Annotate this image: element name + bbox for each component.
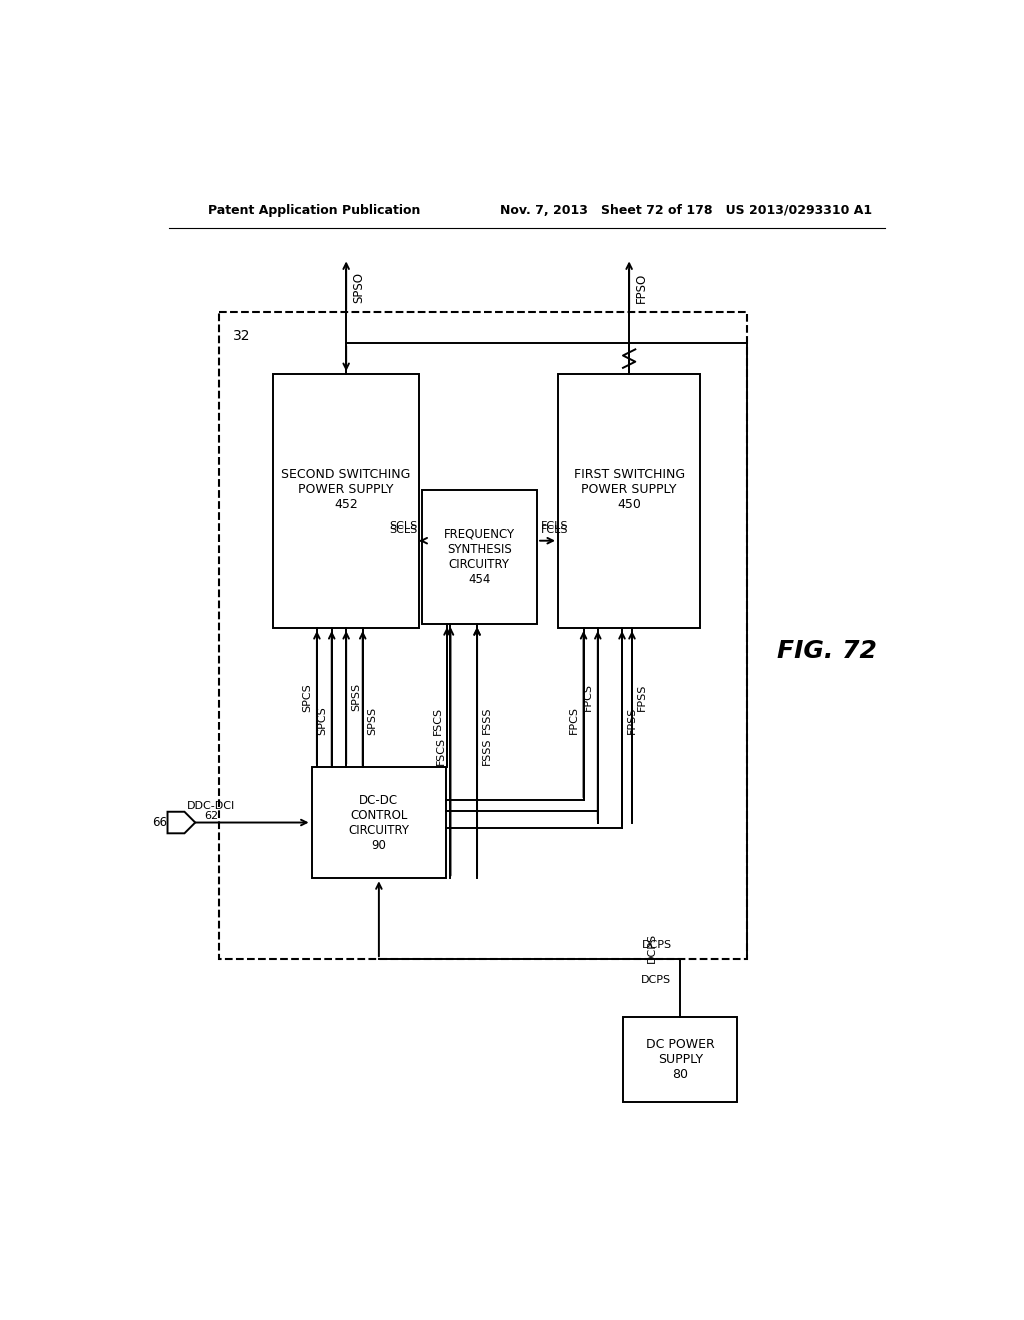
- Bar: [624, 1016, 737, 1102]
- Text: Patent Application Publication: Patent Application Publication: [208, 205, 420, 218]
- Text: SPCS: SPCS: [302, 682, 312, 711]
- Bar: [311, 767, 446, 878]
- Text: FCLS: FCLS: [541, 521, 568, 532]
- Text: SCLS: SCLS: [389, 525, 418, 535]
- Text: SCLS: SCLS: [389, 521, 418, 532]
- Text: DCPS: DCPS: [647, 933, 657, 962]
- Text: DC POWER
SUPPLY
80: DC POWER SUPPLY 80: [646, 1038, 715, 1081]
- Text: FIRST SWITCHING
POWER SUPPLY
450: FIRST SWITCHING POWER SUPPLY 450: [573, 469, 685, 511]
- Bar: [219, 313, 746, 960]
- Text: FPSO: FPSO: [635, 273, 648, 302]
- Text: FPSS: FPSS: [627, 706, 637, 734]
- Text: SPSS: SPSS: [351, 684, 360, 711]
- Text: SECOND SWITCHING
POWER SUPPLY
452: SECOND SWITCHING POWER SUPPLY 452: [282, 469, 411, 511]
- Text: DCPS: DCPS: [642, 940, 673, 950]
- Text: FREQUENCY
SYNTHESIS
CIRCUITRY
454: FREQUENCY SYNTHESIS CIRCUITRY 454: [443, 528, 515, 586]
- Text: SPSS: SPSS: [368, 706, 377, 734]
- Text: FPSS: FPSS: [637, 684, 646, 711]
- Text: DC-DC
CONTROL
CIRCUITRY
90: DC-DC CONTROL CIRCUITRY 90: [348, 793, 410, 851]
- Text: 66: 66: [152, 816, 167, 829]
- Text: FIG. 72: FIG. 72: [777, 639, 878, 663]
- Text: FSSS: FSSS: [481, 738, 492, 766]
- Text: FSCS: FSCS: [432, 706, 442, 734]
- Text: FPCS: FPCS: [569, 706, 579, 734]
- Text: FPCS: FPCS: [584, 684, 593, 711]
- Bar: [558, 374, 700, 628]
- Text: SPSO: SPSO: [352, 272, 366, 304]
- Text: FSCS: FSCS: [436, 738, 445, 766]
- Text: DCPS: DCPS: [641, 974, 671, 985]
- Bar: [273, 374, 419, 628]
- Bar: [422, 490, 538, 624]
- Text: FCLS: FCLS: [541, 525, 568, 535]
- Text: FSSS: FSSS: [481, 706, 492, 734]
- Text: 62: 62: [205, 812, 218, 821]
- Text: DDC-DCI: DDC-DCI: [187, 801, 236, 810]
- Text: 32: 32: [233, 330, 251, 343]
- Text: Nov. 7, 2013   Sheet 72 of 178   US 2013/0293310 A1: Nov. 7, 2013 Sheet 72 of 178 US 2013/029…: [500, 205, 872, 218]
- Text: SPCS: SPCS: [317, 706, 327, 735]
